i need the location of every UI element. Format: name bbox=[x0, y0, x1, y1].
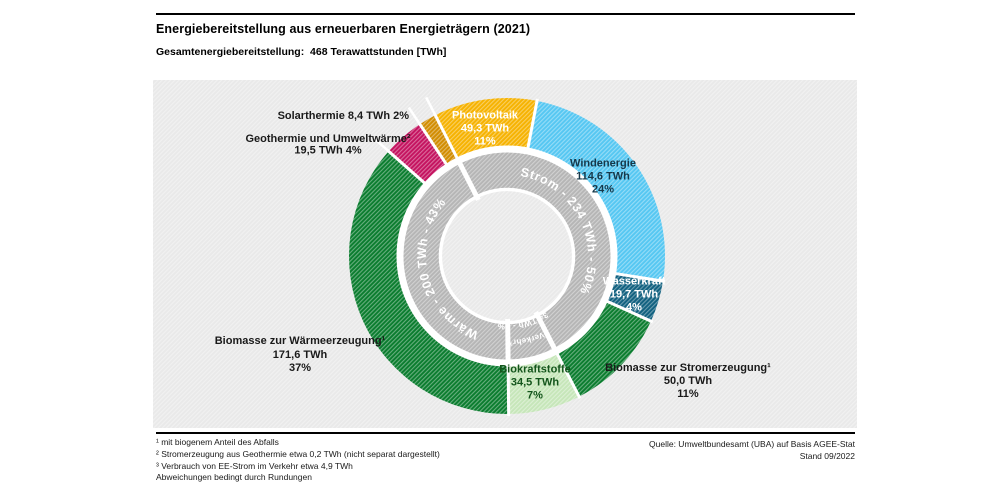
label-photovoltaik: 11% bbox=[474, 136, 496, 148]
label-biomasse-waermeerzeugung: 171,6 TWh bbox=[273, 349, 328, 361]
footnote-2: ² Stromerzeugung aus Geothermie etwa 0,2… bbox=[156, 448, 440, 459]
label-biokraftstoffe: 7% bbox=[527, 390, 543, 402]
page-subtitle: Gesamtenergiebereitstellung: 468 Terawat… bbox=[156, 46, 447, 58]
top-rule bbox=[156, 13, 855, 15]
label-wasserkraft: 4% bbox=[626, 302, 642, 314]
label-biomasse-waermeerzeugung: 37% bbox=[289, 362, 311, 374]
footnote-1: ¹ mit biogenem Anteil des Abfalls bbox=[156, 437, 279, 447]
bottom-rule bbox=[156, 432, 855, 434]
label-biomasse-stromerzeugung: 50,0 TWh bbox=[664, 375, 713, 387]
label-geothermie: 19,5 TWh 4% bbox=[294, 145, 361, 157]
label-photovoltaik: 49,3 TWh bbox=[461, 123, 510, 135]
label-geothermie: Geothermie und Umweltwärme² bbox=[245, 133, 410, 145]
label-biokraftstoffe: 34,5 TWh bbox=[511, 377, 560, 389]
label-biokraftstoffe: Biokraftstoffe bbox=[499, 364, 571, 376]
footnote-rounding: Abweichungen bedingt durch Rundungen bbox=[156, 472, 312, 483]
label-windenergie: 114,6 TWh bbox=[576, 171, 630, 183]
label-wasserkraft: Wasserkraft bbox=[603, 276, 666, 288]
label-biomasse-waermeerzeugung: Biomasse zur Wärmeerzeugung¹ bbox=[215, 335, 386, 347]
label-solarthermie: Solarthermie 8,4 TWh 2% bbox=[278, 110, 410, 122]
donut-chart: Photovoltaik 49,3 TWh 11% Windenergie 114,6 … bbox=[153, 80, 857, 428]
label-windenergie: Windenergie bbox=[570, 158, 636, 170]
label-wasserkraft: 19,7 TWh bbox=[610, 289, 659, 301]
label-windenergie: 24% bbox=[592, 184, 614, 196]
footnote-3: ³ Verbrauch von EE-Strom im Verkehr etwa… bbox=[156, 460, 353, 471]
label-biomasse-stromerzeugung: 11% bbox=[677, 388, 699, 400]
page-title: Energiebereitstellung aus erneuerbaren E… bbox=[156, 22, 531, 36]
label-photovoltaik: Photovoltaik bbox=[452, 110, 519, 122]
source-note: Quelle: Umweltbundesamt (UBA) auf Basis … bbox=[649, 438, 855, 462]
footnotes: ¹ mit biogenem Anteil des Abfalls ² Stro… bbox=[156, 437, 440, 484]
source-date: Stand 09/2022 bbox=[799, 451, 855, 461]
hatch-overlay bbox=[153, 80, 857, 428]
label-biomasse-stromerzeugung: Biomasse zur Stromerzeugung¹ bbox=[605, 362, 771, 374]
source-line: Quelle: Umweltbundesamt (UBA) auf Basis … bbox=[649, 439, 855, 449]
